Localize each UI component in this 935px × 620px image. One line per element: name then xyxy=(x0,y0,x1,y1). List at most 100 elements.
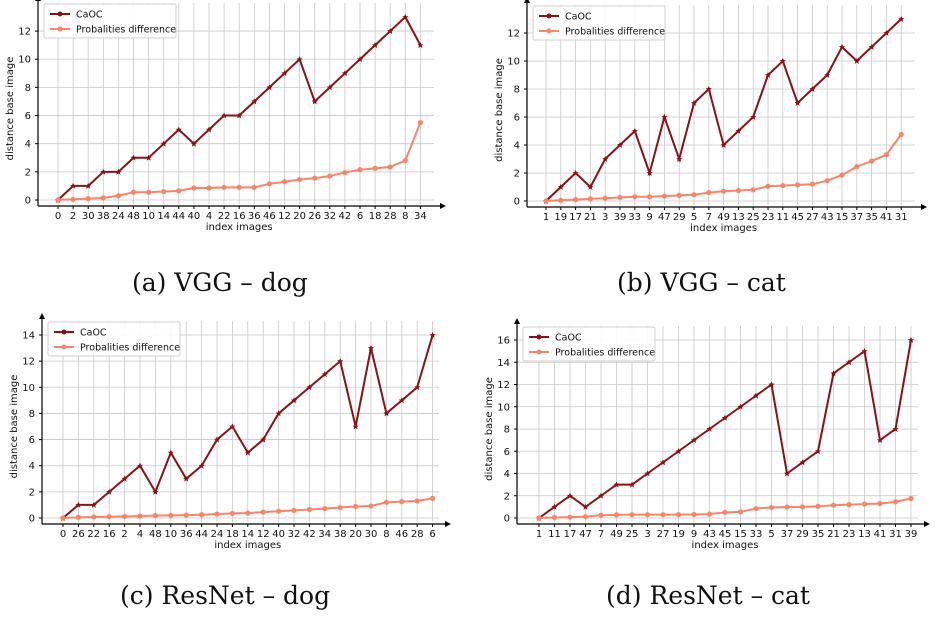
x-tick-label: 43 xyxy=(703,529,716,540)
caption-vgg-cat: (b) VGG – cat xyxy=(617,268,786,297)
x-tick-label: 21 xyxy=(827,529,840,540)
caption-resnet-cat: (d) ResNet – cat xyxy=(606,581,810,610)
data-point-prob xyxy=(161,188,167,195)
data-point-caoc xyxy=(676,156,683,162)
x-tick-label: 17 xyxy=(569,212,582,223)
x-tick-label: 27 xyxy=(806,212,819,223)
data-point-prob xyxy=(206,185,212,191)
x-axis-arrow xyxy=(924,521,930,527)
x-tick-label: 22 xyxy=(87,529,100,540)
y-tick-label: 2 xyxy=(514,169,520,180)
data-point-prob xyxy=(617,194,623,201)
data-point-caoc xyxy=(266,84,273,91)
data-point-caoc xyxy=(809,86,816,92)
data-point-prob xyxy=(312,175,318,181)
x-tick-label: 6 xyxy=(357,211,363,222)
data-point-caoc xyxy=(321,371,328,378)
data-point-prob xyxy=(245,510,251,516)
data-point-caoc xyxy=(198,462,205,469)
y-tick-label: 4 xyxy=(514,141,520,152)
data-point-caoc xyxy=(190,140,197,147)
x-tick-label: 41 xyxy=(880,212,893,223)
legend-marker-prob xyxy=(61,344,67,350)
data-point-caoc xyxy=(765,72,771,78)
data-point-caoc xyxy=(815,448,821,455)
y-tick-label: 6 xyxy=(29,435,35,446)
data-point-caoc xyxy=(130,154,137,161)
data-point-caoc xyxy=(737,403,744,410)
data-point-prob xyxy=(122,513,128,520)
x-tick-label: 45 xyxy=(719,529,732,540)
data-point-caoc xyxy=(429,332,436,338)
data-point-caoc xyxy=(417,42,424,49)
x-tick-label: 2 xyxy=(70,211,76,222)
data-point-caoc xyxy=(846,359,852,366)
data-point-prob xyxy=(721,188,727,194)
x-tick-label: 36 xyxy=(180,529,193,540)
x-tick-label: 7 xyxy=(706,212,712,223)
data-point-prob xyxy=(291,507,297,514)
data-point-prob xyxy=(297,176,303,183)
legend-label: CaOC xyxy=(555,333,582,344)
x-tick-label: 11 xyxy=(776,212,789,223)
x-tick-label: 20 xyxy=(349,529,362,540)
data-point-prob xyxy=(260,509,266,515)
data-point-prob xyxy=(183,512,189,518)
data-point-prob xyxy=(629,512,635,518)
x-tick-label: 42 xyxy=(339,211,352,222)
data-point-prob xyxy=(676,192,682,198)
data-point-caoc xyxy=(868,44,875,50)
data-point-caoc xyxy=(121,475,128,482)
legend-label: CaOC xyxy=(76,10,103,21)
x-tick-label: 32 xyxy=(323,211,336,222)
data-point-prob xyxy=(869,158,875,164)
y-axis-arrow xyxy=(514,318,520,324)
x-tick-label: 27 xyxy=(657,529,670,540)
y-tick-label: 8 xyxy=(504,425,510,436)
x-tick-label: 32 xyxy=(288,529,301,540)
data-point-prob xyxy=(908,495,914,502)
x-tick-label: 39 xyxy=(905,529,918,540)
x-tick-label: 14 xyxy=(241,529,254,540)
data-point-prob xyxy=(691,192,697,198)
data-point-prob xyxy=(691,511,697,518)
x-tick-label: 37 xyxy=(850,212,863,223)
data-point-prob xyxy=(353,503,359,510)
data-point-prob xyxy=(846,502,852,508)
data-point-prob xyxy=(414,498,420,504)
legend-label: Probalities difference xyxy=(80,343,180,354)
data-point-caoc xyxy=(661,114,668,120)
data-point-prob xyxy=(430,495,436,501)
y-tick-label: 12 xyxy=(18,27,31,38)
data-point-caoc xyxy=(291,397,297,404)
data-point-prob xyxy=(229,510,235,517)
data-point-caoc xyxy=(100,168,107,175)
data-point-prob xyxy=(753,505,759,512)
data-point-prob xyxy=(152,513,158,519)
y-axis-label: distance base image xyxy=(9,375,20,479)
x-tick-label: 12 xyxy=(278,211,291,222)
y-axis-label: distance base image xyxy=(494,58,505,162)
x-tick-label: 34 xyxy=(318,529,331,540)
legend-marker-caoc xyxy=(536,334,542,340)
data-point-caoc xyxy=(753,392,759,399)
data-point-prob xyxy=(342,169,348,176)
x-tick-label: 40 xyxy=(272,529,285,540)
data-point-prob xyxy=(824,178,830,184)
data-point-caoc xyxy=(551,503,558,510)
y-tick-label: 6 xyxy=(504,447,510,458)
x-tick-label: 47 xyxy=(658,212,671,223)
data-point-prob xyxy=(251,184,257,190)
data-point-prob xyxy=(85,195,91,202)
data-point-caoc xyxy=(617,142,623,148)
data-point-prob xyxy=(130,189,137,195)
data-point-prob xyxy=(815,503,821,509)
data-point-caoc xyxy=(735,128,742,134)
x-tick-label: 6 xyxy=(429,529,435,540)
data-point-prob xyxy=(573,197,579,203)
data-point-prob xyxy=(706,190,712,196)
data-point-caoc xyxy=(794,100,801,106)
data-point-prob xyxy=(60,515,66,521)
y-tick-label: 12 xyxy=(22,357,35,368)
